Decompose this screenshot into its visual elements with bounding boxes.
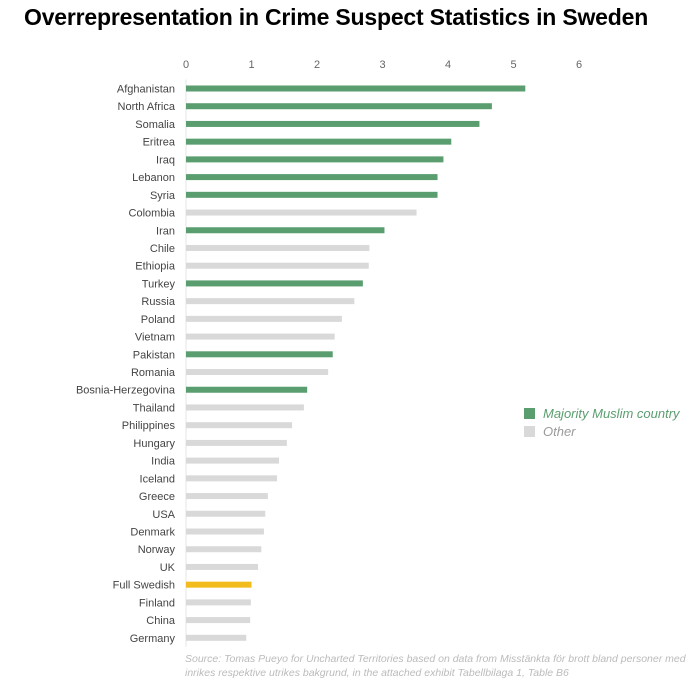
category-label: Romania (131, 367, 176, 379)
bars (186, 85, 526, 641)
bar (186, 103, 492, 110)
bar (186, 563, 259, 570)
bar (186, 386, 308, 393)
bar (186, 120, 480, 127)
source-line-2: inrikes respektive utrikes bakgrund, in … (185, 667, 569, 679)
legend-item-other: Other (524, 422, 680, 440)
category-label: Denmark (130, 527, 175, 539)
category-labels: Afghanistan North Africa Somalia Eritrea Ira… (76, 84, 176, 645)
bar (186, 510, 266, 517)
x-axis-ticks: 0 1 2 3 4 5 6 (183, 59, 582, 71)
category-label: Iran (156, 225, 175, 237)
category-label: Poland (141, 314, 175, 326)
bar (186, 404, 304, 411)
bar (186, 528, 264, 535)
bar (186, 191, 438, 198)
x-tick-label: 2 (314, 59, 320, 71)
category-label: Lebanon (132, 172, 175, 184)
category-label: Pakistan (133, 349, 175, 361)
bar (186, 209, 417, 216)
category-label: Finland (139, 597, 175, 609)
x-tick-label: 5 (510, 59, 516, 71)
category-label: Colombia (129, 208, 176, 220)
category-label: Eritrea (143, 137, 176, 149)
category-label: USA (152, 509, 175, 521)
category-label: Full Swedish (113, 580, 175, 592)
chart-title: Overrepresentation in Crime Suspect Stat… (24, 4, 649, 30)
bar (186, 599, 251, 606)
category-label: Philippines (122, 420, 176, 432)
bar (186, 439, 287, 446)
bar (186, 493, 268, 500)
bar (186, 227, 385, 234)
legend-item-muslim: Majority Muslim country (524, 404, 680, 422)
bar (186, 315, 342, 322)
legend-label-muslim: Majority Muslim country (543, 405, 680, 421)
x-tick-label: 6 (576, 59, 582, 71)
bar (186, 174, 438, 181)
category-label: Thailand (133, 402, 175, 414)
bar (186, 617, 251, 624)
category-label: Ethiopia (135, 261, 176, 273)
category-label: Bosnia-Herzegovina (76, 385, 176, 397)
legend-swatch-muslim (524, 407, 535, 419)
bar (186, 581, 252, 588)
bar (186, 138, 452, 145)
legend: Majority Muslim country Other (524, 404, 680, 440)
bar (186, 634, 247, 641)
bar (186, 369, 329, 376)
category-label: Norway (138, 544, 176, 556)
category-label: China (146, 615, 176, 627)
category-label: Greece (139, 491, 175, 503)
x-tick-label: 0 (183, 59, 189, 71)
legend-swatch-other (524, 425, 535, 437)
bar (186, 298, 355, 305)
bar (186, 457, 280, 464)
bar (186, 422, 293, 429)
bar (186, 262, 369, 269)
category-label: Vietnam (135, 332, 175, 344)
bar (186, 244, 370, 251)
category-label: Afghanistan (117, 84, 175, 96)
bar (186, 475, 278, 482)
category-label: Syria (150, 190, 176, 202)
source-line-1: Source: Tomas Pueyo for Uncharted Territ… (185, 653, 686, 665)
source-note: Source: Tomas Pueyo for Uncharted Territ… (185, 652, 700, 680)
category-label: Germany (130, 633, 176, 645)
category-label: UK (160, 562, 176, 574)
category-label: India (151, 456, 176, 468)
bar (186, 156, 444, 163)
category-label: North Africa (118, 101, 176, 113)
x-tick-label: 4 (445, 59, 451, 71)
bar (186, 280, 363, 287)
x-tick-label: 3 (379, 59, 385, 71)
legend-label-other: Other (543, 423, 576, 439)
category-label: Chile (150, 243, 175, 255)
category-label: Hungary (133, 438, 175, 450)
category-label: Somalia (135, 119, 176, 131)
category-label: Russia (141, 296, 176, 308)
x-tick-label: 1 (248, 59, 254, 71)
bar (186, 546, 262, 553)
category-label: Iraq (156, 154, 175, 166)
bar (186, 351, 333, 358)
category-label: Iceland (140, 473, 175, 485)
bar (186, 333, 335, 340)
bar (186, 85, 526, 92)
category-label: Turkey (142, 278, 176, 290)
